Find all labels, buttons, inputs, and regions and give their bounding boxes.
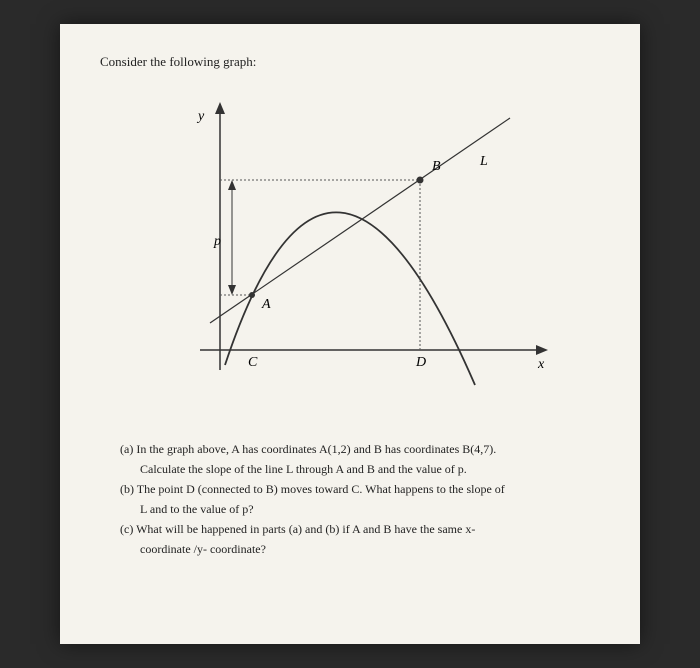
p-arrow-top xyxy=(228,180,236,190)
point-b-label: B xyxy=(432,159,441,174)
p-arrow-bottom xyxy=(228,285,236,295)
page-container: Consider the following graph: y x xyxy=(60,24,640,644)
secant-line xyxy=(210,118,510,323)
point-d-label: D xyxy=(415,355,426,370)
questions-block: (a) In the graph above, A has coordinate… xyxy=(100,440,600,558)
y-axis-label: y xyxy=(196,109,205,124)
line-l-label: L xyxy=(479,154,488,169)
x-axis-label: x xyxy=(537,357,545,372)
question-a-line1: (a) In the graph above, A has coordinate… xyxy=(120,440,580,458)
question-a-line2: Calculate the slope of the line L throug… xyxy=(120,460,580,478)
graph-container: y x p L A B C xyxy=(140,90,560,410)
point-c-label: C xyxy=(248,355,258,370)
point-a xyxy=(249,292,255,298)
point-a-label: A xyxy=(261,297,271,312)
question-c-line1: (c) What will be happened in parts (a) a… xyxy=(120,520,580,538)
graph-svg: y x p L A B C xyxy=(140,90,560,410)
p-label: p xyxy=(213,234,221,249)
point-b xyxy=(417,177,424,184)
question-c-line2: coordinate /y- coordinate? xyxy=(120,540,580,558)
question-b-line2: L and to the value of p? xyxy=(120,500,580,518)
x-axis-arrow xyxy=(536,345,548,355)
y-axis-arrow xyxy=(215,102,225,114)
problem-title: Consider the following graph: xyxy=(100,54,600,70)
question-b-line1: (b) The point D (connected to B) moves t… xyxy=(120,480,580,498)
